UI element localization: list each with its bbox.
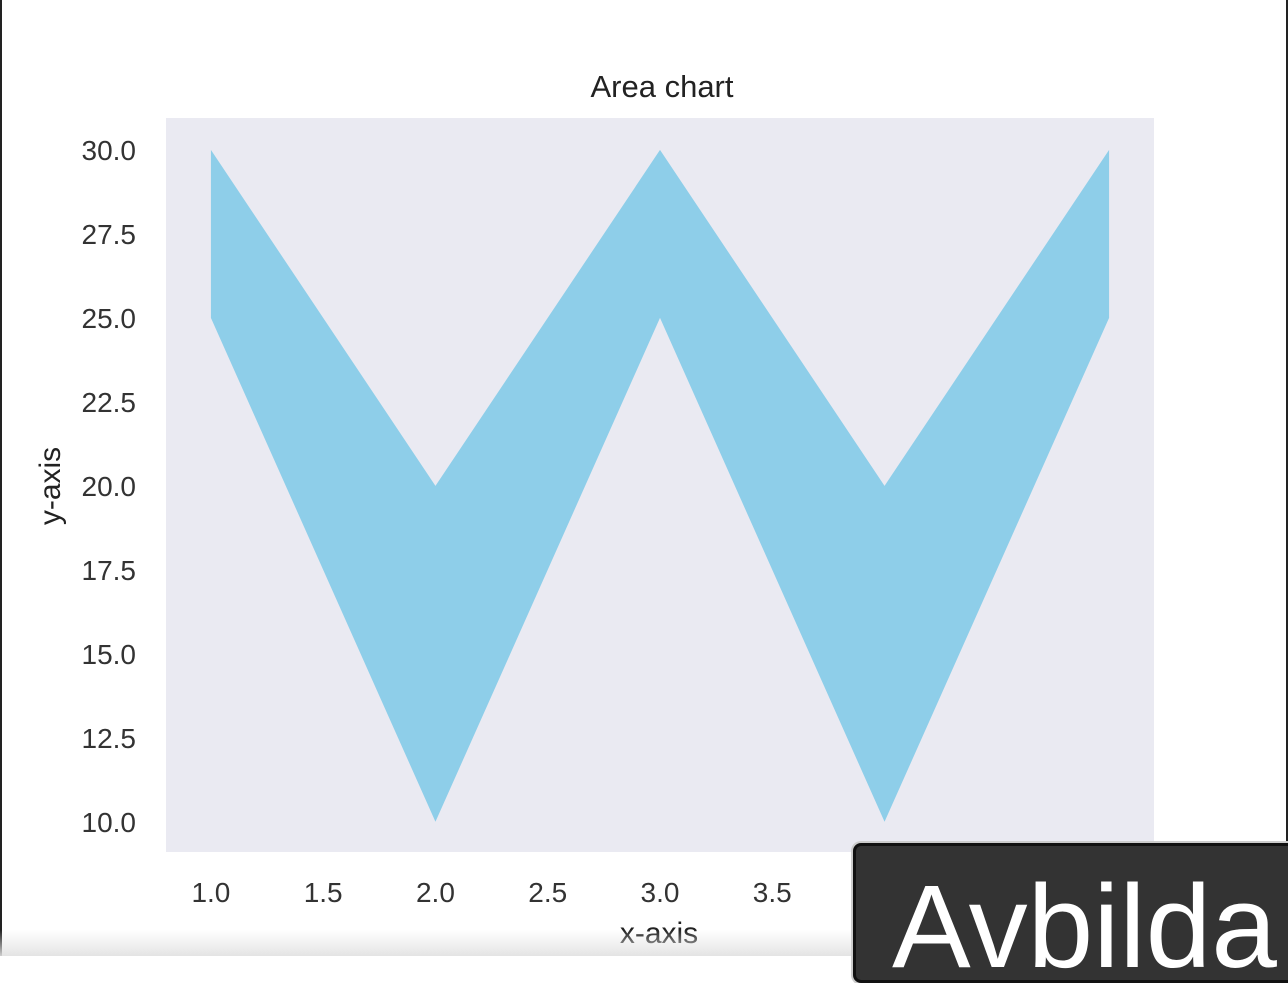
x-tick-label: 1.0 — [191, 877, 230, 908]
y-tick-label: 27.5 — [82, 219, 137, 250]
area-chart: 10.0 12.5 15.0 17.5 20.0 22.5 25.0 27.5 30.0 1.0… — [34, 69, 1154, 950]
y-axis-ticks: 10.0 12.5 15.0 17.5 20.0 22.5 25.0 27.5 30.0 — [82, 135, 137, 838]
x-tick-label: 2.5 — [528, 877, 567, 908]
x-tick-label: 3.0 — [641, 877, 680, 908]
x-tick-label: 2.0 — [416, 877, 455, 908]
y-tick-label: 22.5 — [82, 387, 137, 418]
chart-title: Area chart — [590, 69, 733, 104]
capture-button[interactable]: Avbilda — [853, 843, 1288, 983]
y-tick-label: 15.0 — [82, 639, 137, 670]
y-axis-label: y-axis — [34, 447, 67, 525]
y-tick-label: 20.0 — [82, 471, 137, 502]
y-tick-label: 30.0 — [82, 135, 137, 166]
y-tick-label: 25.0 — [82, 303, 137, 334]
x-tick-label: 3.5 — [753, 877, 792, 908]
screenshot-frame: 10.0 12.5 15.0 17.5 20.0 22.5 25.0 27.5 30.0 1.0… — [0, 0, 1288, 956]
x-axis-ticks: 1.0 1.5 2.0 2.5 3.0 3.5 — [191, 877, 791, 908]
area-fill-series — [210, 149, 1110, 822]
y-tick-label: 17.5 — [82, 555, 137, 586]
x-tick-label: 1.5 — [304, 877, 343, 908]
y-tick-label: 12.5 — [82, 723, 137, 754]
y-tick-label: 10.0 — [82, 807, 137, 838]
